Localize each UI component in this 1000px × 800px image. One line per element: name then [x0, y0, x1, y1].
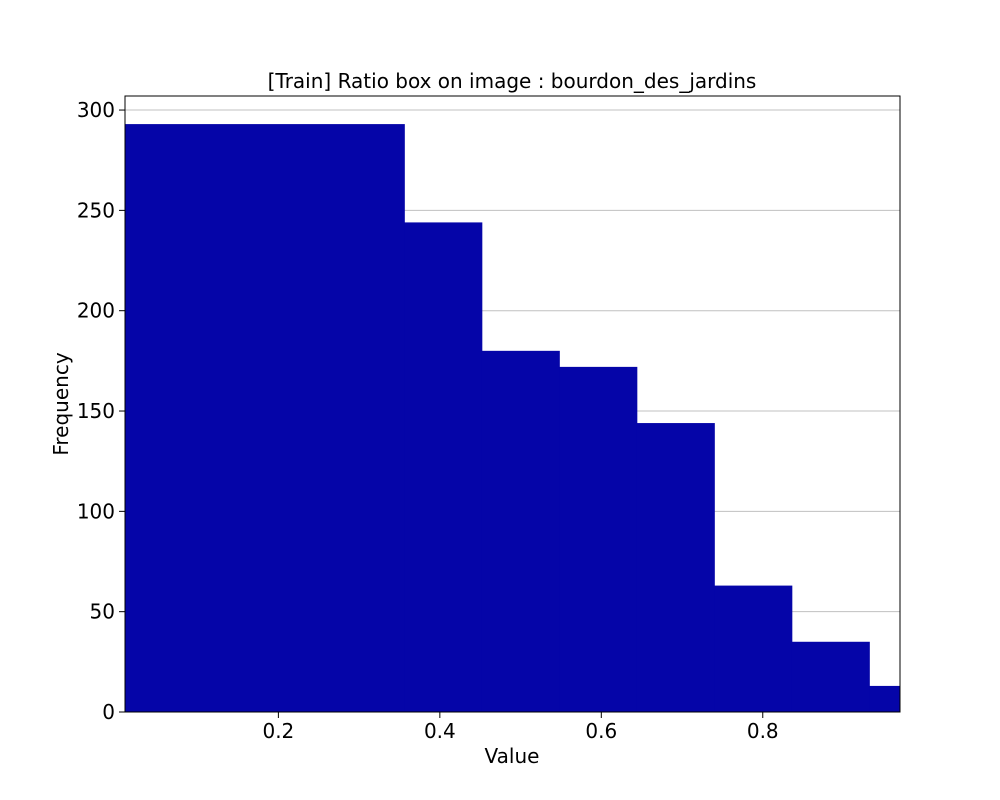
- histogram-bar: [481, 350, 560, 712]
- histogram-bar: [869, 685, 901, 712]
- y-tick-label: 200: [77, 299, 115, 323]
- histogram-bar: [636, 423, 715, 712]
- x-tick-label: 0.6: [585, 719, 617, 743]
- y-tick-label: 100: [77, 499, 115, 523]
- histogram-bar: [791, 641, 870, 712]
- histogram-bar: [714, 585, 793, 712]
- histogram-bar: [404, 222, 483, 712]
- x-tick-label: 0.2: [262, 719, 294, 743]
- y-axis-ticks: 0 50 100 150 200 250 300: [77, 98, 125, 724]
- y-axis-label: Frequency: [49, 352, 73, 455]
- y-tick-label: 150: [77, 399, 115, 423]
- y-tick-label: 0: [102, 700, 115, 724]
- y-tick-label: 250: [77, 198, 115, 222]
- histogram-bar: [559, 366, 638, 712]
- x-axis-label: Value: [485, 744, 540, 768]
- chart-title: [Train] Ratio box on image : bourdon_des…: [268, 69, 757, 93]
- histogram-bar: [125, 124, 405, 713]
- x-tick-label: 0.8: [747, 719, 779, 743]
- y-tick-label: 50: [90, 600, 115, 624]
- bars-layer: [125, 124, 901, 713]
- plot-frame: [124, 95, 901, 713]
- x-tick-label: 0.4: [424, 719, 456, 743]
- x-axis-ticks: 0.2 0.4 0.6 0.8: [262, 712, 779, 743]
- y-tick-label: 300: [77, 98, 115, 122]
